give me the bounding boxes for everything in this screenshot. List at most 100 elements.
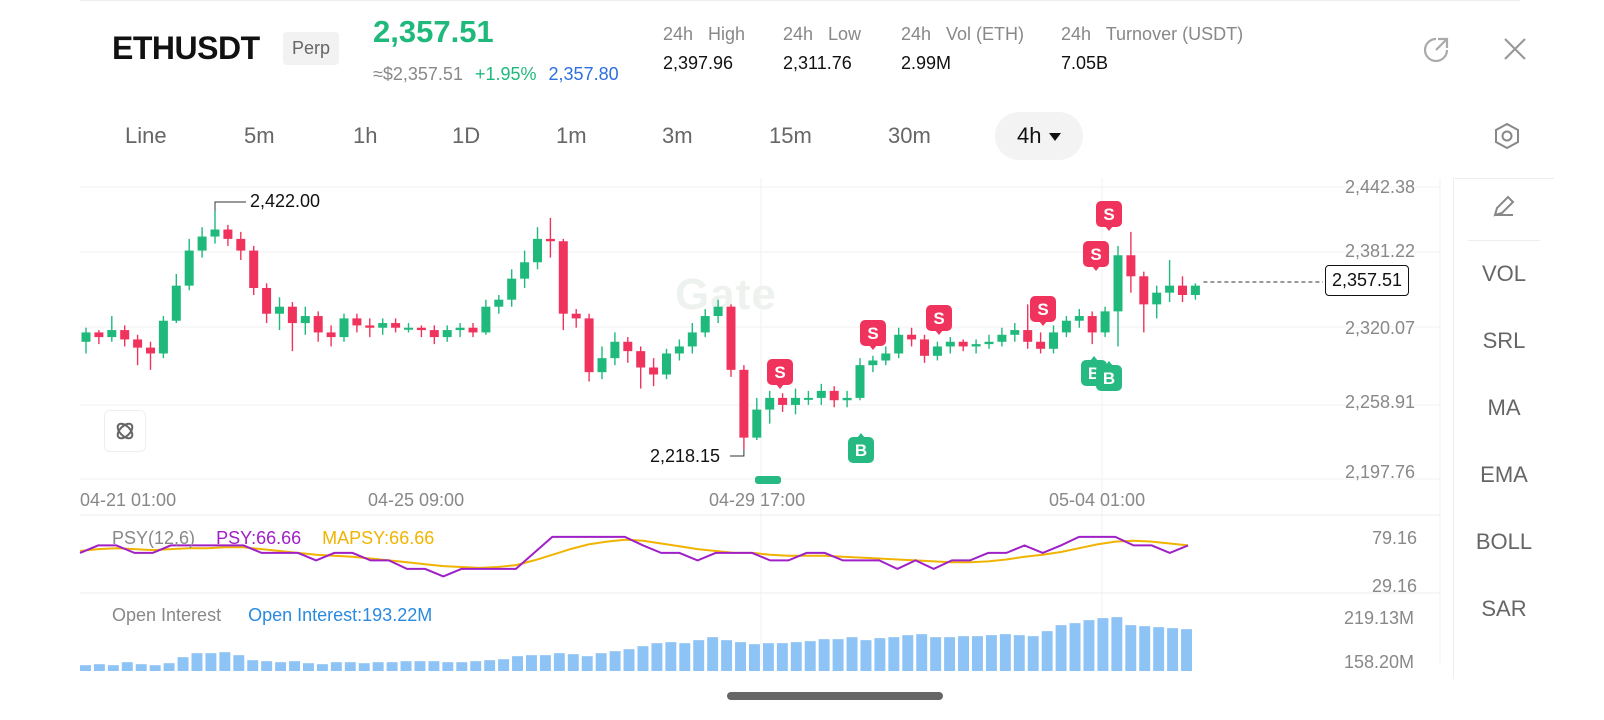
signal-pointer <box>776 384 784 389</box>
open-interest-bar <box>1167 628 1179 671</box>
candle-body <box>636 351 646 368</box>
open-interest-bar <box>581 656 593 671</box>
open-interest-bar <box>303 663 314 671</box>
candle-body <box>146 347 155 354</box>
contract-type-badge: Perp <box>283 32 340 65</box>
draw-tool-button[interactable] <box>1454 193 1554 225</box>
candle-body <box>558 241 568 314</box>
candle-body <box>1010 330 1020 335</box>
oi-value: Open Interest:193.22M <box>248 605 433 625</box>
timeframe-1h[interactable]: 1h <box>353 123 378 148</box>
open-interest-bar <box>526 655 537 671</box>
candle-body <box>700 316 710 333</box>
stat-24h-high: 24h High 2,397.96 <box>663 24 745 74</box>
candle-body <box>1178 285 1187 296</box>
home-indicator[interactable] <box>727 692 943 700</box>
timeframe-1m[interactable]: 1m <box>556 123 587 148</box>
candle-body <box>455 327 465 331</box>
candle-body <box>1152 292 1162 305</box>
candle-body <box>507 278 517 300</box>
open-interest-bar <box>539 655 551 671</box>
candle-body <box>855 365 865 398</box>
candle-body <box>752 409 762 438</box>
candle-body <box>584 318 594 373</box>
stat-label: 24h Vol (ETH) <box>901 24 1025 44</box>
high-leader-line <box>214 201 246 211</box>
open-interest-bar <box>233 655 245 671</box>
open-interest-bar <box>470 661 482 671</box>
candles-group <box>81 210 1200 450</box>
buy-signal: B <box>848 433 874 463</box>
candle-body <box>674 346 684 354</box>
candle-body <box>842 397 852 401</box>
candle-body <box>442 330 452 338</box>
candle-body <box>868 360 878 366</box>
candle-body <box>571 313 581 319</box>
candle-body <box>300 316 310 324</box>
candle-body <box>816 390 826 398</box>
signal-pointer <box>1105 226 1113 231</box>
signal-label: S <box>867 324 878 343</box>
timeframe-line[interactable]: Line <box>125 123 167 148</box>
open-interest-bar <box>888 637 900 671</box>
candle-body <box>262 287 272 314</box>
timeframe-5m[interactable]: 5m <box>244 123 275 148</box>
indicator-srl[interactable]: SRL <box>1482 328 1526 353</box>
indicator-ma[interactable]: MA <box>1487 395 1521 420</box>
chart-mode-toggle[interactable] <box>104 410 146 452</box>
settings-hex-icon[interactable] <box>1493 122 1521 155</box>
candle-body <box>1087 316 1097 333</box>
candle-body <box>404 327 413 330</box>
timeframe-4h-selected[interactable]: 4h <box>995 112 1084 160</box>
share-icon[interactable] <box>1422 36 1450 69</box>
candle-body <box>907 334 917 340</box>
open-interest-bar <box>637 646 649 671</box>
timeframe-1d[interactable]: 1D <box>452 123 481 148</box>
open-interest-bar <box>275 662 287 671</box>
candle-body <box>275 306 284 314</box>
candle-body <box>94 332 104 338</box>
open-interest-bar <box>999 634 1011 671</box>
open-interest-bar <box>804 641 816 671</box>
candle-body <box>1139 276 1149 305</box>
timeframe-30m[interactable]: 30m <box>888 123 931 148</box>
open-interest-bar <box>762 643 774 671</box>
open-interest-bar <box>790 642 802 671</box>
candle-body <box>662 353 671 375</box>
low-annotation: 2,218.15 <box>650 446 721 466</box>
candle-body <box>765 397 775 410</box>
open-interest-bar <box>1111 617 1123 671</box>
indicator-side-panel: VOL SRL MA EMA BOLL SAR <box>1453 178 1554 679</box>
open-interest-bar <box>972 636 983 671</box>
open-interest-bar <box>80 665 91 671</box>
time-axis-label: 04-21 01:00 <box>80 490 177 510</box>
indicator-vol[interactable]: VOL <box>1481 261 1527 286</box>
candle-body <box>623 341 633 352</box>
timeframe-3m[interactable]: 3m <box>662 123 693 148</box>
indicator-sar[interactable]: SAR <box>1481 596 1527 621</box>
pencil-icon <box>1493 195 1515 217</box>
candle-body <box>726 306 736 370</box>
candle-body <box>326 332 336 338</box>
open-interest-bar <box>386 662 398 671</box>
indicator-boll[interactable]: BOLL <box>1475 529 1533 554</box>
timeframe-15m[interactable]: 15m <box>769 123 812 148</box>
current-price-tag: 2,357.51 <box>1325 265 1410 296</box>
open-interest-bar <box>163 663 175 671</box>
open-interest-bar <box>149 665 161 671</box>
open-interest-bar <box>247 660 259 671</box>
close-icon[interactable] <box>1502 36 1528 67</box>
indicator-ema[interactable]: EMA <box>1480 462 1528 487</box>
psy-indicator-group <box>79 535 1189 578</box>
open-interest-bar <box>567 654 579 671</box>
open-interest-bar <box>595 653 607 671</box>
candle-body <box>739 369 749 438</box>
candle-body <box>803 397 813 400</box>
symbol-title[interactable]: ETHUSDT <box>112 30 260 66</box>
open-interest-bar <box>498 659 510 671</box>
sell-signal: S <box>1030 296 1056 326</box>
candle-body <box>223 229 233 239</box>
candle-body <box>713 306 723 317</box>
